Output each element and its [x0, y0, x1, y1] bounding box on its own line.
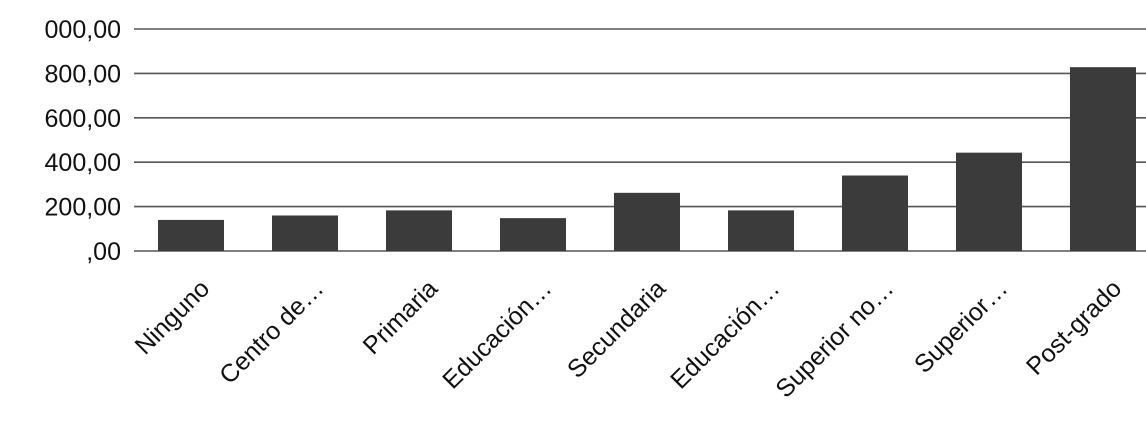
- y-tick-label: 200,00: [45, 194, 121, 222]
- y-tick-label: 000,00: [45, 16, 121, 44]
- x-category-label: Secundaria: [562, 274, 671, 383]
- y-tick-label: 400,00: [45, 149, 121, 177]
- bar-1: [272, 215, 338, 251]
- x-category-label: Educación…: [665, 274, 785, 394]
- x-category-label: Post-grado: [1021, 274, 1127, 380]
- bar-0: [158, 219, 224, 251]
- x-category-label: Superior no…: [770, 274, 899, 403]
- bar-6: [842, 175, 908, 251]
- bar-7: [956, 152, 1022, 251]
- bar-4: [614, 192, 680, 251]
- x-category-label: Ninguno: [130, 274, 216, 360]
- y-tick-label: 800,00: [45, 60, 121, 88]
- x-category-label: Superior…: [909, 274, 1013, 378]
- x-category-label: Educación…: [437, 274, 557, 394]
- bar-8: [1070, 67, 1136, 252]
- bars: [158, 67, 1136, 252]
- x-category-label: Primaria: [358, 274, 444, 360]
- bar-2: [386, 210, 452, 251]
- bar-3: [500, 218, 566, 251]
- y-tick-label: 600,00: [45, 105, 121, 133]
- bar-5: [728, 210, 794, 251]
- y-axis-tick-labels: ,00 200,00 400,00 600,00 800,00 000,00: [45, 16, 121, 266]
- y-tick-label: ,00: [86, 238, 121, 266]
- x-category-label: Centro de…: [214, 274, 329, 389]
